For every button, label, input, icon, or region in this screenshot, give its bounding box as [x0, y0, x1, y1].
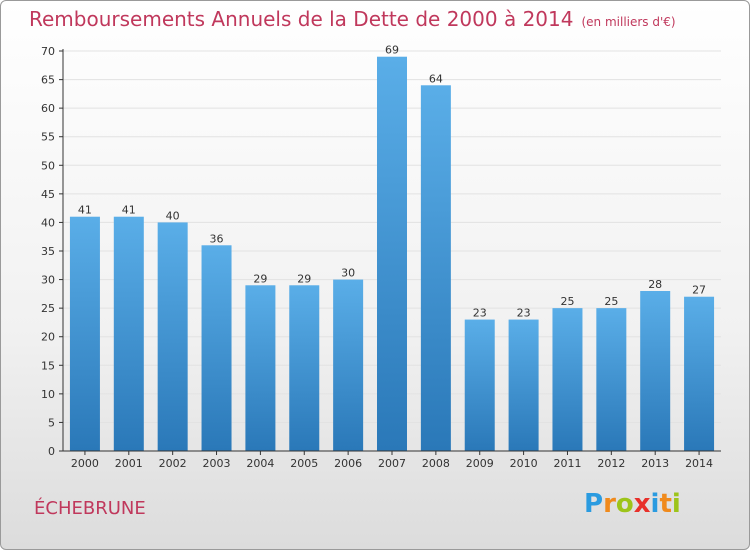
bar [508, 319, 539, 451]
x-tick-label: 2002 [159, 457, 187, 470]
logo-letter: P [584, 489, 604, 519]
x-tick-label: 2014 [685, 457, 713, 470]
x-tick-label: 2011 [553, 457, 581, 470]
logo-letter: o [615, 489, 634, 519]
x-tick-label: 2000 [71, 457, 99, 470]
bar [113, 216, 144, 451]
x-tick-label: 2012 [597, 457, 625, 470]
x-tick-label: 2003 [203, 457, 231, 470]
bar [201, 245, 232, 451]
data-label: 27 [692, 284, 706, 297]
x-tick-label: 2005 [290, 457, 318, 470]
bar [596, 308, 627, 451]
y-tick-label: 40 [41, 216, 55, 229]
title-text: Remboursements Annuels de la Dette de 20… [29, 7, 574, 31]
data-label: 30 [341, 267, 355, 280]
bar [420, 85, 451, 452]
data-label: 25 [560, 295, 574, 308]
chart-subtitle: (en milliers d'€) [581, 15, 676, 29]
y-tick-label: 65 [41, 74, 55, 87]
bar [289, 285, 320, 451]
data-label: 41 [122, 204, 136, 217]
data-label: 36 [210, 232, 224, 245]
data-label: 64 [429, 72, 443, 85]
y-tick-label: 35 [41, 245, 55, 258]
x-tick-label: 2009 [466, 457, 494, 470]
data-label: 29 [297, 272, 311, 285]
bar [333, 279, 364, 451]
y-tick-label: 50 [41, 159, 55, 172]
data-label: 25 [604, 295, 618, 308]
x-tick-label: 2007 [378, 457, 406, 470]
bar [69, 216, 100, 451]
x-tick-label: 2008 [422, 457, 450, 470]
x-tick-label: 2013 [641, 457, 669, 470]
bar [377, 56, 407, 451]
bar [684, 296, 715, 451]
bar [464, 319, 495, 451]
proxiti-logo[interactable]: Proxiti [584, 489, 681, 519]
logo-letter: i [671, 489, 681, 519]
y-tick-label: 30 [41, 274, 55, 287]
data-label: 29 [253, 272, 267, 285]
y-tick-label: 0 [48, 445, 55, 458]
y-tick-label: 45 [41, 188, 55, 201]
bar [552, 308, 583, 451]
logo-letter: i [650, 489, 660, 519]
y-tick-label: 55 [41, 131, 55, 144]
y-tick-label: 70 [41, 45, 55, 58]
x-tick-label: 2010 [510, 457, 538, 470]
logo-letter: r [603, 489, 616, 519]
bar [157, 222, 188, 451]
y-tick-label: 10 [41, 388, 55, 401]
bar [640, 291, 671, 451]
chart-title: Remboursements Annuels de la Dette de 20… [29, 7, 676, 31]
data-label: 41 [78, 204, 92, 217]
y-tick-label: 15 [41, 359, 55, 372]
y-tick-label: 60 [41, 102, 55, 115]
x-tick-label: 2006 [334, 457, 362, 470]
data-label: 23 [473, 307, 487, 320]
commune-name: ÉCHEBRUNE [34, 498, 146, 519]
data-label: 23 [517, 307, 531, 320]
data-label: 40 [166, 209, 180, 222]
data-label: 69 [385, 44, 399, 57]
bar [245, 285, 276, 451]
x-tick-label: 2004 [246, 457, 274, 470]
logo-letter: t [659, 489, 672, 519]
logo-letter: x [633, 489, 651, 519]
data-label: 28 [648, 278, 662, 291]
y-tick-label: 25 [41, 302, 55, 315]
y-tick-label: 5 [48, 416, 55, 429]
y-tick-label: 20 [41, 331, 55, 344]
x-tick-label: 2001 [115, 457, 143, 470]
